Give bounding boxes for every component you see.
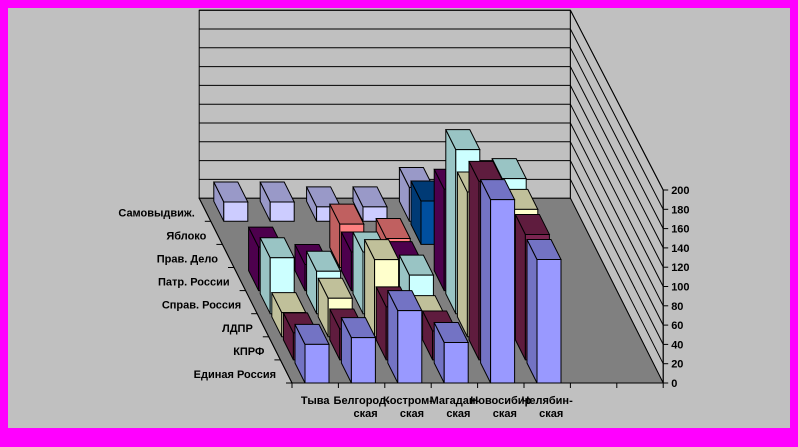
bar-7-1	[259, 181, 296, 222]
series-label: Самовыдвиж.	[118, 207, 194, 219]
bar-side	[480, 179, 492, 384]
bar-0-4	[479, 179, 516, 384]
y-tick-label: 80	[671, 301, 683, 313]
category-label: Челябин-	[522, 395, 573, 407]
series-label: Патр. России	[158, 277, 230, 289]
y-tick-label: 40	[671, 339, 683, 351]
gridline-side	[569, 66, 664, 249]
bar-side	[433, 169, 445, 291]
gridline-side	[569, 141, 664, 326]
y-tick-label: 60	[671, 320, 683, 332]
category-label: ская	[539, 408, 563, 420]
y-tick-label: 180	[671, 204, 689, 216]
y-tick-label: 140	[671, 243, 689, 255]
bar-side	[526, 239, 538, 384]
category-label: Магадан-	[430, 395, 480, 407]
gridline-side	[569, 103, 664, 287]
bar-0-1	[340, 317, 377, 384]
bar-side	[468, 161, 480, 361]
bar-front	[304, 343, 330, 384]
gridline-side	[569, 28, 664, 210]
chart-area: 0 20 40 60 80 100 120 140 160 180 200 Единая Россия…	[8, 8, 790, 428]
category-label: ская	[400, 408, 424, 420]
gridline-side	[569, 122, 664, 307]
bar-front	[490, 199, 516, 384]
bar-7-0	[212, 181, 249, 222]
depth-axis	[198, 197, 293, 384]
bar-side	[514, 214, 526, 361]
bar-side	[456, 171, 468, 338]
bar-0-3	[433, 321, 470, 384]
category-label: ская	[354, 408, 378, 420]
y-tick-label: 200	[671, 185, 689, 197]
bar-front	[443, 341, 469, 384]
bar-front	[350, 337, 376, 384]
series-label: ЛДПР	[222, 323, 253, 335]
series-label: КПРФ	[233, 346, 264, 358]
y-tick-label: 20	[671, 359, 683, 371]
gridline-side	[569, 9, 664, 191]
gridline-side	[569, 85, 664, 268]
gridline-side	[569, 179, 664, 364]
category-label: Тыва	[301, 395, 331, 407]
bar-side	[445, 129, 457, 314]
gridline-side	[569, 47, 664, 229]
bar-front	[536, 258, 562, 384]
gridline-side	[569, 160, 664, 345]
series-label: Справ. Россия	[162, 300, 241, 312]
series-label: Единая Россия	[194, 369, 276, 381]
y-tick-label: 120	[671, 262, 689, 274]
y-tick-label: 0	[671, 378, 677, 390]
category-label: Костром-	[383, 395, 433, 407]
bar-front	[223, 201, 249, 222]
3d-bar-chart: 0 20 40 60 80 100 120 140 160 180 200 Единая Россия…	[118, 9, 690, 420]
category-label: Новосибир	[470, 395, 531, 407]
series-label: Прав. Дело	[157, 254, 219, 266]
bar-front	[269, 201, 295, 222]
y-tick-label: 100	[671, 282, 689, 294]
series-label: Яблоко	[166, 230, 206, 242]
bar-0-0	[294, 323, 330, 384]
category-label: Белгород-	[334, 395, 390, 407]
bar-0-2	[386, 290, 423, 384]
category-label: ская	[446, 408, 470, 420]
bar-0-5	[526, 238, 562, 384]
bar-front	[397, 310, 423, 384]
category-label: ская	[493, 408, 517, 420]
bar-7-3	[352, 186, 388, 222]
y-tick-label: 160	[671, 224, 689, 236]
